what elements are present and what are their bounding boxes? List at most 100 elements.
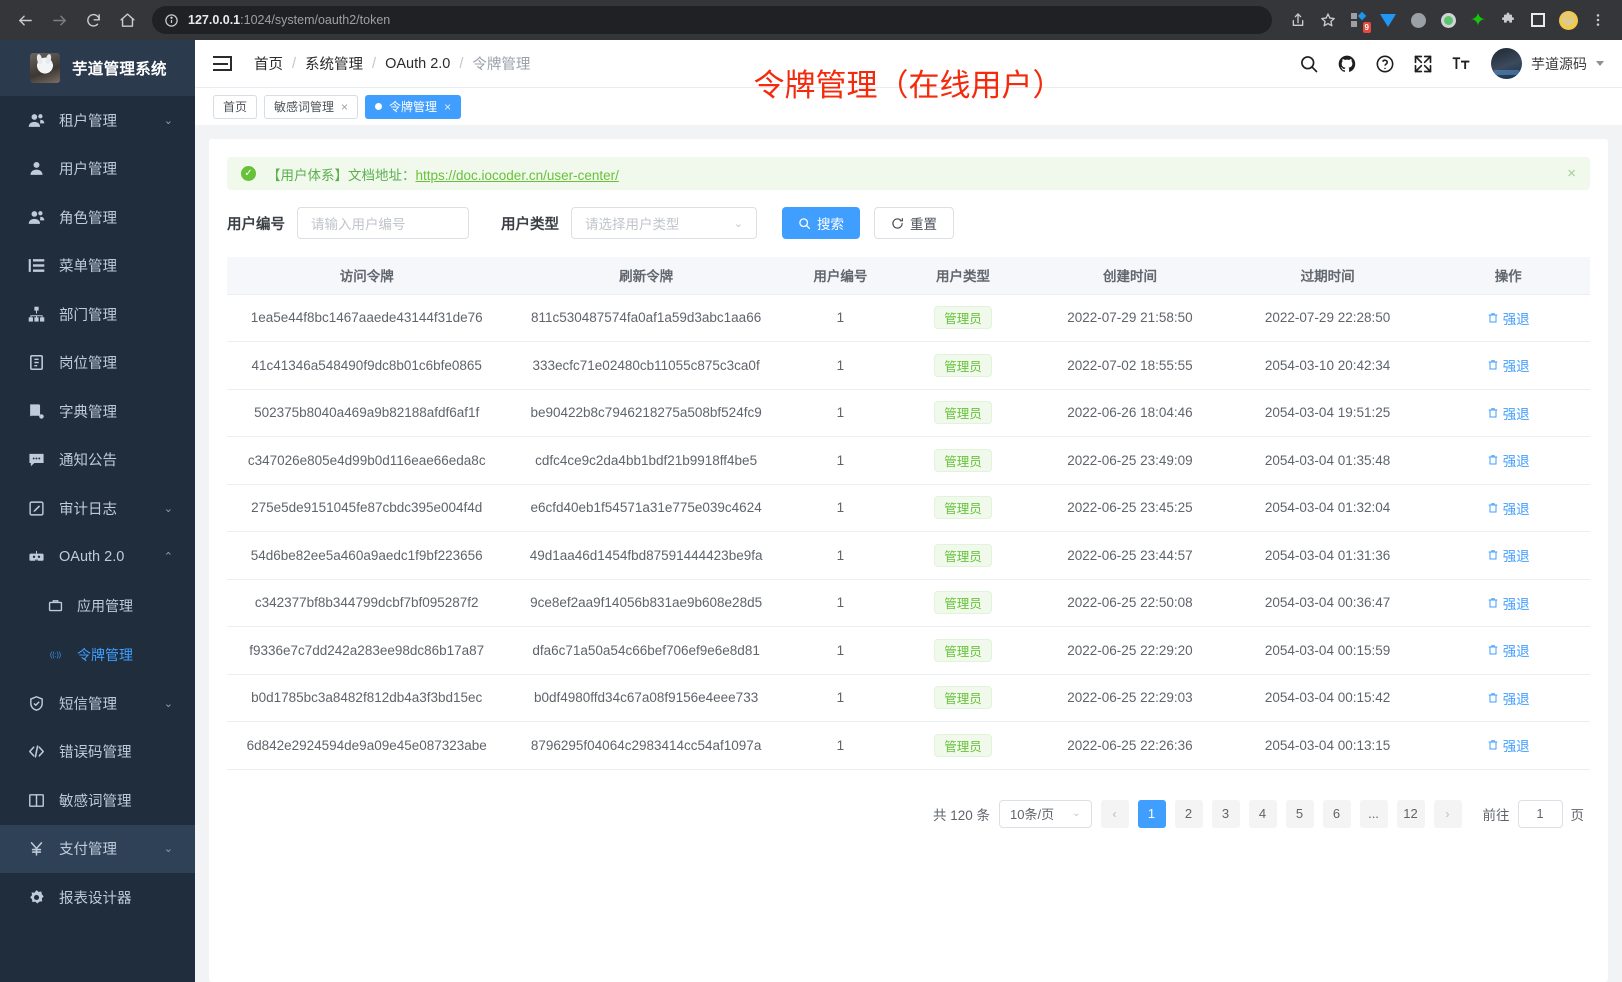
sidebar-item-dept[interactable]: 部门管理 — [0, 290, 195, 339]
forward-arrow-icon[interactable] — [44, 5, 74, 35]
sidebar-item-notice[interactable]: 通知公告 — [0, 436, 195, 485]
alert-doc-link[interactable]: https://doc.iocoder.cn/user-center/ — [415, 167, 619, 183]
sidebar-item-app-manage[interactable]: 应用管理 — [0, 581, 195, 630]
user-type-placeholder: 请选择用户类型 — [585, 217, 680, 232]
sidebar-item-label: 令牌管理 — [77, 646, 133, 663]
sidebar-item-tenant[interactable]: 租户管理 ⌄ — [0, 96, 195, 145]
pagination-page-1[interactable]: 1 — [1137, 799, 1166, 828]
extension-grid-icon[interactable]: 9 — [1344, 6, 1372, 34]
pagination-page-2[interactable]: 2 — [1174, 799, 1203, 828]
sidebar-item-oauth2[interactable]: OAuth 2.0 ⌃ — [0, 533, 195, 582]
cell-user-type: 管理员 — [894, 436, 1032, 485]
pagination-page-...[interactable]: ... — [1359, 799, 1388, 828]
gear-icon — [28, 889, 45, 906]
column-header-actions: 操作 — [1426, 257, 1590, 295]
user-menu[interactable]: 芋道源码 — [1491, 48, 1604, 79]
puzzle-extension-icon[interactable] — [1494, 6, 1522, 34]
force-logout-button[interactable]: 强退 — [1487, 593, 1530, 613]
cell-actions: 强退 — [1426, 389, 1590, 437]
force-logout-button[interactable]: 强退 — [1487, 735, 1530, 755]
green-star-extension-icon[interactable]: ✦ — [1470, 9, 1486, 31]
search-icon[interactable] — [1298, 53, 1319, 74]
github-icon[interactable] — [1336, 53, 1357, 74]
briefcase-icon — [48, 598, 63, 613]
home-icon[interactable] — [112, 5, 142, 35]
user-id-input[interactable]: 请输入用户编号 — [297, 207, 469, 239]
force-logout-button[interactable]: 强退 — [1487, 498, 1530, 518]
force-logout-button[interactable]: 强退 — [1487, 308, 1530, 328]
pagination-page-3[interactable]: 3 — [1211, 799, 1240, 828]
address-bar[interactable]: 127.0.0.1:1024/system/oauth2/token — [152, 6, 1272, 34]
table-row: c347026e805e4d99b0d116eae66eda8c cdfc4ce9… — [227, 436, 1590, 485]
close-icon[interactable]: × — [341, 99, 349, 114]
sidebar-item-sensitive-word[interactable]: 敏感词管理 — [0, 776, 195, 825]
back-arrow-icon[interactable] — [10, 5, 40, 35]
sidebar-item-sms[interactable]: 短信管理 ⌄ — [0, 679, 195, 728]
search-button[interactable]: 搜索 — [782, 207, 860, 239]
font-size-icon[interactable] — [1450, 53, 1471, 74]
sidebar-item-token-manage[interactable]: ((:)) 令牌管理 — [0, 630, 195, 679]
profile-avatar-icon[interactable]: 😀 — [1554, 6, 1582, 34]
force-logout-button[interactable]: 强退 — [1487, 403, 1530, 423]
table-row: b0d1785bc3a8482f812db4a3f3bd15ec b0df4980… — [227, 674, 1590, 722]
sidebar-item-audit[interactable]: 审计日志 ⌄ — [0, 484, 195, 533]
user-type-select[interactable]: 请选择用户类型 ⌄ — [571, 207, 757, 239]
tab-token-manage[interactable]: 令牌管理 × — [365, 94, 462, 119]
reload-icon[interactable] — [78, 5, 108, 35]
pagination-page-12[interactable]: 12 — [1396, 799, 1425, 828]
sidebar-item-user[interactable]: 用户管理 — [0, 145, 195, 194]
sitemap-icon — [28, 306, 45, 323]
collapse-menu-icon[interactable] — [213, 56, 232, 71]
force-logout-button[interactable]: 强退 — [1487, 450, 1530, 470]
sidebar-item-label: OAuth 2.0 — [59, 548, 125, 565]
force-logout-button[interactable]: 强退 — [1487, 688, 1530, 708]
diamond-extension-icon[interactable] — [1374, 6, 1402, 34]
pagination-page-6[interactable]: 6 — [1322, 799, 1351, 828]
table-row: 6d842e2924594de9a09e45e087323abe 8796295f… — [227, 721, 1590, 770]
sidebar-item-dict[interactable]: 字典管理 — [0, 387, 195, 436]
fullscreen-icon[interactable] — [1412, 53, 1433, 74]
cell-expire-time: 2054-03-04 00:15:59 — [1228, 626, 1427, 675]
tab-sensitive-word[interactable]: 敏感词管理 × — [264, 94, 359, 119]
pagination-page-5[interactable]: 5 — [1285, 799, 1314, 828]
search-button-label: 搜索 — [817, 217, 844, 232]
site-info-icon[interactable] — [164, 13, 179, 28]
force-logout-button[interactable]: 强退 — [1487, 545, 1530, 565]
browser-actions: 9 ✦ 😀 — [1284, 6, 1612, 34]
sidebar-item-errorcode[interactable]: 错误码管理 — [0, 728, 195, 777]
alert-prefix: 【用户体系】文档地址： — [267, 167, 416, 183]
breadcrumb-item-system[interactable]: 系统管理 — [305, 57, 364, 73]
sidepanel-icon[interactable] — [1524, 6, 1552, 34]
pagination-next[interactable]: › — [1433, 799, 1462, 828]
pagination-page-4[interactable]: 4 — [1248, 799, 1277, 828]
tab-home[interactable]: 首页 — [213, 94, 258, 119]
refresh-icon — [892, 217, 903, 229]
jump-input[interactable]: 1 — [1517, 799, 1563, 828]
green-dot-extension-icon[interactable] — [1434, 6, 1462, 34]
gray-circle-extension-icon[interactable] — [1404, 6, 1432, 34]
breadcrumb-item-home[interactable]: 首页 — [254, 57, 283, 73]
help-icon[interactable] — [1374, 53, 1395, 74]
cell-user-id: 1 — [785, 626, 895, 675]
pagination-prev[interactable]: ‹ — [1100, 799, 1129, 828]
force-logout-button[interactable]: 强退 — [1487, 355, 1530, 375]
sidebar-item-label: 通知公告 — [59, 453, 117, 470]
force-logout-button[interactable]: 强退 — [1487, 640, 1530, 660]
sidebar-item-report-designer[interactable]: 报表设计器 — [0, 873, 195, 922]
sidebar-item-post[interactable]: 岗位管理 — [0, 339, 195, 388]
sidebar-item-menu[interactable]: 菜单管理 — [0, 242, 195, 291]
three-dot-menu-icon[interactable] — [1584, 6, 1612, 34]
sidebar-item-role[interactable]: 角色管理 — [0, 193, 195, 242]
cell-expire-time: 2054-03-04 00:15:42 — [1228, 674, 1427, 722]
star-icon[interactable] — [1314, 6, 1342, 34]
breadcrumb-item-oauth2[interactable]: OAuth 2.0 — [385, 55, 451, 72]
close-icon[interactable]: × — [444, 99, 452, 114]
trash-icon — [1488, 455, 1497, 465]
sidebar-item-payment[interactable]: 支付管理 ⌄ — [0, 824, 195, 873]
cell-access-token: 41c41346a548490f9dc8b01c6bfe0865 — [227, 341, 507, 390]
page-size-select[interactable]: 10条/页 ⌄ — [999, 799, 1092, 828]
sidebar-logo[interactable]: 芋道管理系统 — [0, 40, 195, 96]
close-icon[interactable]: × — [1567, 165, 1576, 182]
share-icon[interactable] — [1284, 6, 1312, 34]
reset-button[interactable]: 重置 — [874, 207, 954, 239]
